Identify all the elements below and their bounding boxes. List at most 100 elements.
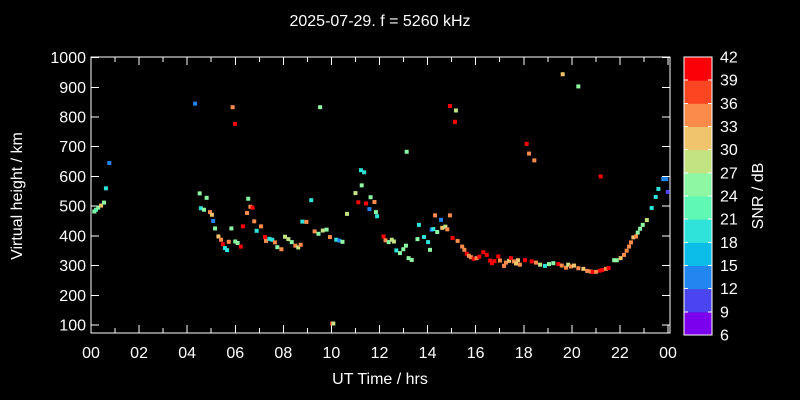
data-point [233,121,238,126]
data-point [509,256,514,261]
data-point [638,226,643,231]
data-point [296,245,301,250]
data-point [450,235,455,240]
data-point [515,258,520,263]
data-point [250,205,255,210]
data-point [397,251,402,256]
data-point [649,205,654,210]
colorbar-segment [684,196,712,220]
data-point [514,261,519,266]
data-point [484,252,489,257]
data-point [204,195,209,200]
data-point [220,242,225,247]
y-tick-label: 100 [59,318,86,335]
data-point [452,119,457,124]
data-point [447,213,452,218]
colorbar-tick-label: 12 [720,281,738,298]
data-point [594,269,599,274]
data-point [406,256,411,261]
data-point [585,268,590,273]
data-point [559,263,564,268]
x-tick-label: 06 [226,345,244,362]
data-point [433,213,438,218]
colorbar-segment [684,265,712,290]
data-point [517,262,522,267]
data-point [216,234,221,239]
x-axis-ticks: 00 02 04 06 08 10 12 14 16 18 20 22 00 [82,57,677,362]
y-tick-label: 1000 [50,50,86,67]
data-point [524,141,529,146]
data-point [665,189,670,194]
x-tick-label: 16 [467,345,485,362]
data-point [492,259,497,264]
colorbar-tick-label: 36 [720,96,738,113]
data-point [99,203,104,208]
data-point [612,258,617,263]
y-axis-label: Virtual height / km [9,132,26,260]
colorbar-tick-label: 21 [720,212,738,229]
data-point [401,247,406,252]
data-point [254,228,259,233]
data-point [208,210,213,215]
x-tick-label: 02 [130,345,148,362]
data-point [421,235,426,240]
colorbar-segment [684,80,712,104]
data-point [471,256,476,261]
data-point [443,224,448,229]
colorbar-tick-label: 27 [720,165,738,182]
data-point [267,236,272,241]
data-point [416,222,421,227]
data-point [300,219,305,224]
colorbar-tick-label: 39 [720,73,738,90]
data-point [542,263,547,268]
data-point [435,230,440,235]
x-tick-label: 18 [515,345,533,362]
data-point [635,230,640,235]
data-point [270,237,275,242]
data-point [264,238,269,243]
data-point [381,234,386,239]
data-point [327,235,332,240]
data-point [603,266,608,271]
data-point [193,101,198,106]
colorbar-segment [684,242,712,266]
data-point [546,262,551,267]
data-point [606,265,611,270]
data-point [240,224,245,229]
colorbar-tick-label: 6 [720,328,729,345]
data-point [661,177,666,182]
colorbar-tick-label: 18 [720,235,738,252]
data-point [597,268,602,273]
data-point [238,244,243,249]
data-point [197,191,202,196]
x-tick-label: 00 [659,345,677,362]
data-point [502,263,507,268]
data-point [631,235,636,240]
data-point [581,266,586,271]
data-point [324,227,329,232]
colorbar-tick-label: 42 [720,50,738,67]
data-point [245,210,250,215]
data-point [477,254,482,259]
data-point [334,237,339,242]
data-point [527,151,532,156]
data-point [96,205,101,210]
data-point [627,244,632,249]
y-tick-label: 600 [59,169,86,186]
data-point [538,262,543,267]
colorbar-tick-label: 30 [720,142,738,159]
x-tick-label: 00 [82,345,100,362]
data-point [263,235,268,240]
data-point [576,266,581,271]
data-point [373,210,378,215]
data-point [534,260,539,265]
data-point [375,214,380,219]
data-point [356,200,361,205]
x-tick-label: 08 [274,345,292,362]
data-point [503,260,508,265]
x-tick-label: 22 [611,345,629,362]
x-tick-label: 04 [178,345,196,362]
data-point [248,204,253,209]
data-point [653,194,658,199]
